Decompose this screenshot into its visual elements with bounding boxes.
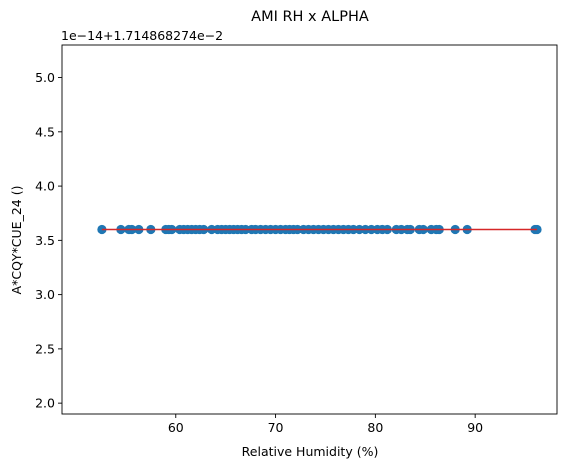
plot-frame: [61, 44, 558, 415]
y-axis-label: A*CQY*CUE_24 (): [9, 186, 24, 295]
y-tick-label: 2.5: [35, 341, 55, 356]
y-tick-label: 4.0: [35, 179, 55, 194]
x-tick-label: 60: [168, 420, 184, 435]
x-axis-label: Relative Humidity (%): [242, 444, 379, 459]
x-tick-label: 90: [467, 420, 483, 435]
data-point: [532, 224, 542, 235]
y-tick-label: 2.0: [35, 396, 55, 411]
y-tick-label: 5.0: [35, 70, 55, 85]
x-tick-label: 80: [367, 420, 383, 435]
data-series: [97, 224, 542, 235]
plot-area: [61, 44, 558, 415]
x-axis: 60 70 80 90: [168, 414, 483, 435]
y-tick-label: 3.5: [35, 233, 55, 248]
y-axis: 2.0 2.5 3.0 3.5 4.0 4.5 5.0: [35, 70, 62, 411]
x-tick-label: 70: [268, 420, 284, 435]
chart-title: AMI RH x ALPHA: [251, 9, 369, 25]
y-tick-label: 4.5: [35, 124, 55, 139]
y-tick-label: 3.0: [35, 287, 55, 302]
y-axis-offset-label: 1e−14+1.714868274e−2: [61, 28, 223, 43]
